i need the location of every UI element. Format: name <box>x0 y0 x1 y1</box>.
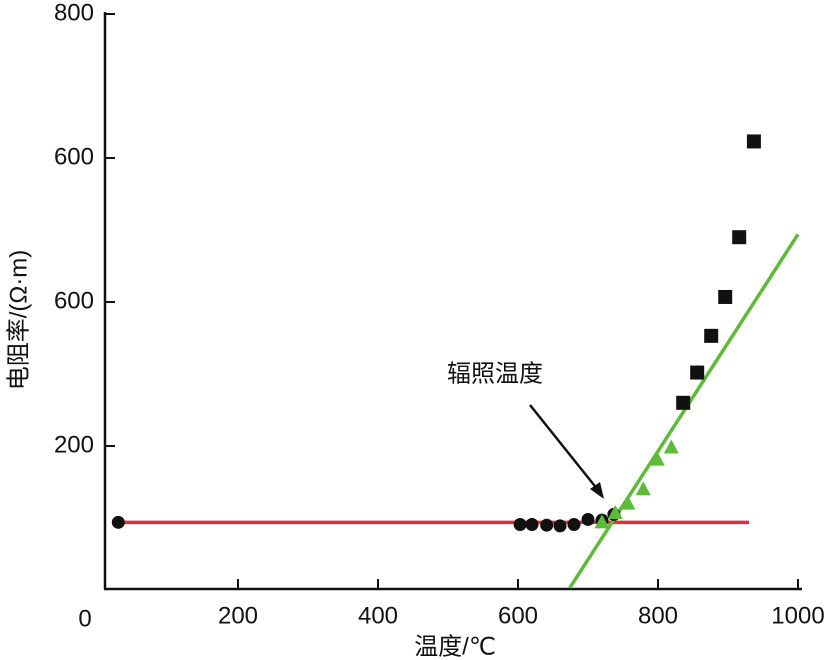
circle-point <box>553 519 567 533</box>
y-tick-label: 600 <box>54 143 94 170</box>
x-axis-label: 温度/℃ <box>414 633 496 660</box>
arrow <box>529 404 599 491</box>
y-tick-label: 200 <box>54 431 94 458</box>
annotation: 辐照温度 <box>447 360 543 387</box>
triangle-point <box>663 439 679 454</box>
x-tick-label: 600 <box>498 602 538 629</box>
circle-point <box>540 518 554 532</box>
square-point <box>732 230 747 245</box>
x-tick-label: 800 <box>638 602 678 629</box>
triangle-point <box>649 451 665 466</box>
square-point <box>718 289 733 304</box>
fit-line <box>568 233 800 589</box>
square-point <box>676 395 691 410</box>
circle-point <box>581 512 595 526</box>
triangle-point <box>620 495 636 510</box>
square-point <box>704 328 719 343</box>
x-tick-label: 1000 <box>771 602 824 629</box>
square-point <box>690 365 705 380</box>
square-point <box>746 134 761 149</box>
triangle-point <box>607 504 623 519</box>
circle-point <box>525 517 539 531</box>
arrow-head <box>590 482 604 499</box>
triangle-point <box>635 481 651 496</box>
circle-point <box>513 517 527 531</box>
x-tick-label: 200 <box>218 602 258 629</box>
circle-point <box>567 517 581 531</box>
x-tick-label: 400 <box>358 602 398 629</box>
y-tick-label: 600 <box>54 287 94 314</box>
circle-point <box>111 515 125 529</box>
triangle-point <box>594 514 610 529</box>
origin-label: 0 <box>78 605 91 632</box>
y-tick-label: 800 <box>54 0 94 26</box>
y-axis-label: 电阻率/(Ω·m) <box>5 250 32 391</box>
